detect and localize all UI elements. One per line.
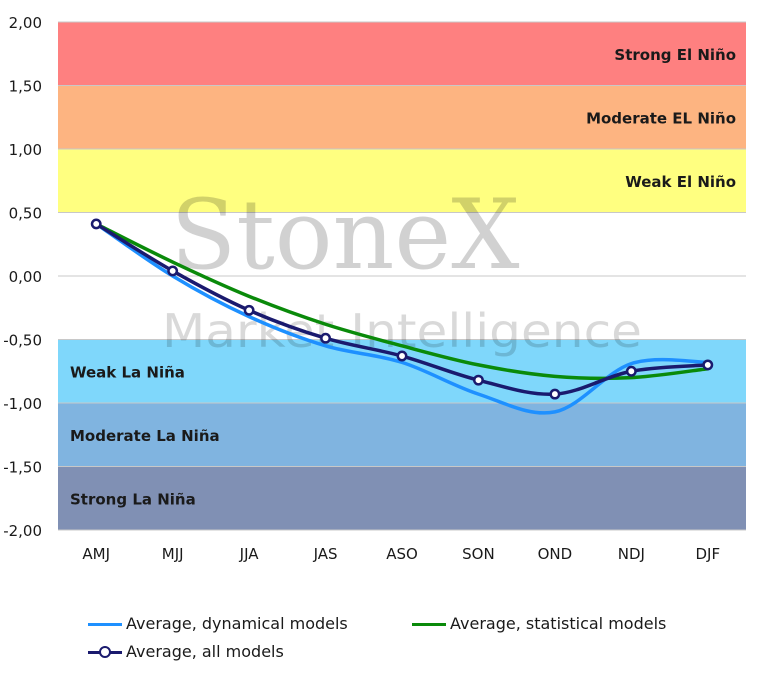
legend-item-all-models[interactable]: Average, all models xyxy=(88,642,284,661)
x-tick-label-0: AMJ xyxy=(82,545,110,563)
legend-label-all-models: Average, all models xyxy=(126,642,284,661)
band-4 xyxy=(58,403,746,467)
x-tick-label-2: JJA xyxy=(239,545,260,563)
band-0 xyxy=(58,22,746,86)
x-axis-ticks: AMJ MJJ JJA JAS ASO SON OND NDJ DJF xyxy=(82,545,720,563)
series-point-2-0 xyxy=(90,218,102,230)
series-point-2-2 xyxy=(243,304,255,316)
y-tick-label-5: -0,50 xyxy=(3,332,42,350)
legend-marker-all-models xyxy=(99,645,111,658)
x-tick-label-6: OND xyxy=(538,545,573,563)
x-tick-label-8: DJF xyxy=(695,545,720,563)
legend-label-statistical: Average, statistical models xyxy=(450,614,667,633)
legend-swatch-statistical xyxy=(412,617,446,631)
series-point-2-7 xyxy=(625,365,637,377)
intensity-bands xyxy=(58,22,746,530)
x-tick-label-5: SON xyxy=(462,545,495,563)
series-point-2-6 xyxy=(549,388,561,400)
x-tick-label-3: JAS xyxy=(313,545,338,563)
band-label-2: Weak El Niño xyxy=(625,173,736,191)
y-tick-label-6: -1,00 xyxy=(3,395,42,413)
band-2 xyxy=(58,149,746,213)
series-point-2-3 xyxy=(320,332,332,344)
series-point-2-1 xyxy=(167,265,179,277)
legend-item-dynamical[interactable]: Average, dynamical models xyxy=(88,614,348,633)
legend-swatch-all-models xyxy=(88,645,122,659)
y-tick-label-2: 1,00 xyxy=(9,141,42,159)
series-point-2-5 xyxy=(472,374,484,386)
watermark-tagline: Market Intelligence xyxy=(162,304,642,358)
band-labels: Strong El Niño Moderate EL Niño Weak El Ni… xyxy=(70,46,736,509)
watermark-brand: StoneX xyxy=(170,179,519,291)
series-point-2-4 xyxy=(396,350,408,362)
gridlines xyxy=(58,21,746,531)
legend-line-dynamical xyxy=(88,622,122,626)
y-tick-label-4: 0,00 xyxy=(9,268,42,286)
y-tick-label-8: -2,00 xyxy=(3,522,42,540)
series-point-2-8 xyxy=(702,359,714,371)
band-label-0: Strong El Niño xyxy=(614,46,736,64)
series-lines xyxy=(90,218,714,415)
y-axis-ticks: 2,00 1,50 1,00 0,50 0,00 -0,50 -1,00 -1,50 -2,00 xyxy=(3,14,42,540)
band-5 xyxy=(58,466,746,530)
x-tick-label-1: MJJ xyxy=(162,545,184,563)
band-label-1: Moderate EL Niño xyxy=(586,109,736,127)
x-tick-label-7: NDJ xyxy=(618,545,645,563)
band-label-5: Strong La Niña xyxy=(70,490,196,508)
y-tick-label-1: 1,50 xyxy=(9,78,42,96)
legend-line-statistical xyxy=(412,622,446,626)
y-tick-label-7: -1,50 xyxy=(3,459,42,477)
legend-swatch-dynamical xyxy=(88,617,122,631)
band-1 xyxy=(58,85,746,149)
legend-item-statistical[interactable]: Average, statistical models xyxy=(412,614,666,633)
legend-label-dynamical: Average, dynamical models xyxy=(126,614,348,633)
x-tick-label-4: ASO xyxy=(386,545,418,563)
y-tick-label-3: 0,50 xyxy=(9,205,42,223)
band-label-3: Weak La Niña xyxy=(70,363,185,381)
y-tick-label-0: 2,00 xyxy=(9,14,42,32)
band-label-4: Moderate La Niña xyxy=(70,427,220,445)
